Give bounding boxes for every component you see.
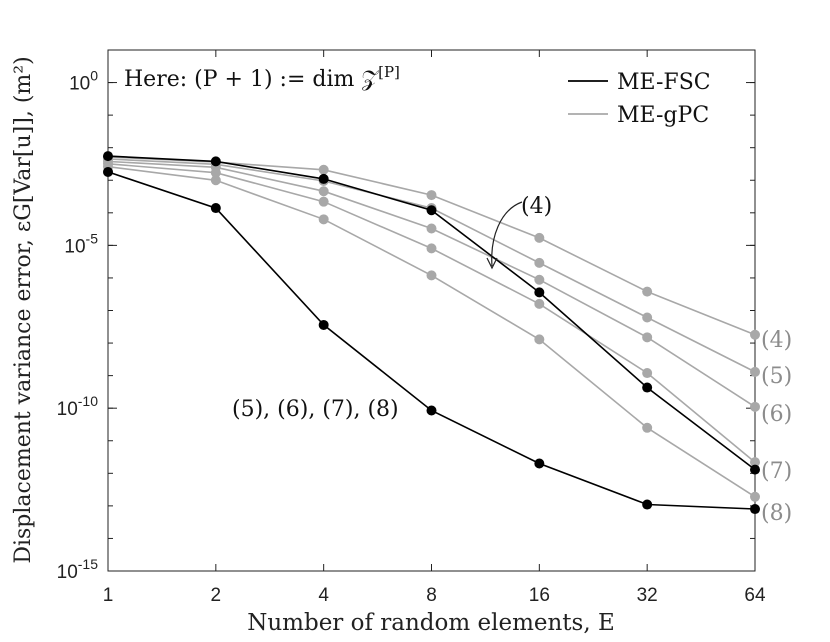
data-point — [426, 270, 437, 281]
right-label-7: (7) — [761, 459, 792, 484]
series-gpc-5 — [103, 156, 760, 412]
series-line — [107, 165, 756, 498]
x-tick-label: 1 — [103, 585, 114, 606]
series-gpc-4 — [103, 153, 760, 377]
data-point — [750, 457, 760, 468]
data-point — [318, 164, 329, 175]
data-point — [534, 298, 545, 309]
data-point — [534, 287, 545, 298]
annotation-cluster-label: (5), (6), (7), (8) — [232, 397, 399, 422]
legend-label-gpc: ME-gPC — [617, 103, 709, 128]
x-tick-label: 32 — [637, 585, 658, 606]
plot-frame — [107, 49, 756, 572]
data-point — [426, 205, 437, 216]
data-point — [318, 186, 329, 197]
data-point — [534, 458, 545, 469]
data-point — [642, 286, 653, 297]
annotation-arrow-head — [486, 257, 498, 270]
data-point — [426, 243, 437, 254]
data-point — [103, 166, 113, 177]
data-point — [750, 329, 760, 340]
x-tick-label: 16 — [529, 585, 550, 606]
data-point — [642, 332, 653, 343]
y-tick-label: 10-5 — [64, 230, 98, 257]
data-point — [318, 196, 329, 207]
axis-ticks — [107, 49, 756, 572]
legend-label-fsc: ME-FSC — [617, 70, 711, 95]
data-point — [750, 401, 760, 412]
right-label-4: (4) — [761, 328, 792, 353]
data-point — [750, 366, 760, 377]
series-gpc-7 — [103, 161, 760, 502]
data-point — [642, 312, 653, 323]
annotation-arrow — [491, 201, 523, 267]
y-tick-label: 100 — [69, 68, 98, 95]
data-point — [210, 175, 221, 186]
x-tick-label: 2 — [211, 585, 222, 606]
data-point — [642, 382, 653, 393]
y-tick-label: 10-15 — [57, 556, 99, 583]
data-point — [642, 422, 653, 433]
data-point — [750, 491, 760, 502]
data-point — [210, 156, 221, 167]
data-point — [426, 405, 437, 416]
data-point — [534, 334, 545, 345]
data-point — [642, 499, 653, 510]
annotation-box-text: Here: (P + 1) := dim 𝒵[P] — [124, 63, 400, 92]
x-tick-labels: 1 2 4 8 16 32 64 — [103, 585, 766, 606]
y-axis-label: Displacement variance error, εG[Var[u]],… — [11, 56, 36, 563]
data-point — [750, 504, 760, 515]
x-tick-label: 4 — [318, 585, 329, 606]
x-tick-label: 64 — [744, 585, 766, 606]
data-point — [750, 464, 760, 475]
y-tick-labels: 10-15 10-10 10-5 100 — [57, 68, 99, 583]
data-point — [103, 151, 113, 162]
y-tick-label: 10-10 — [57, 393, 99, 420]
data-point — [534, 257, 545, 268]
data-point — [318, 214, 329, 225]
annotation-arrow-label: (4) — [521, 194, 552, 219]
series-gpc-6 — [103, 158, 760, 468]
series-layer — [103, 151, 760, 515]
data-point — [642, 368, 653, 379]
series-line — [107, 171, 756, 510]
series-fsc-1 — [103, 151, 760, 475]
x-axis-label: Number of random elements, E — [247, 610, 615, 636]
data-point — [426, 190, 437, 201]
legend: ME-FSC ME-gPC — [568, 70, 711, 128]
data-point — [210, 167, 221, 178]
data-point — [318, 319, 329, 330]
x-tick-label: 8 — [426, 585, 437, 606]
right-label-6: (6) — [761, 402, 792, 427]
series-fsc-2 — [103, 166, 760, 515]
data-point — [318, 173, 329, 184]
data-point — [426, 223, 437, 234]
data-point — [534, 274, 545, 285]
right-label-5: (5) — [761, 364, 792, 389]
data-point — [534, 232, 545, 243]
right-label-8: (8) — [761, 501, 792, 526]
data-point — [210, 203, 221, 214]
